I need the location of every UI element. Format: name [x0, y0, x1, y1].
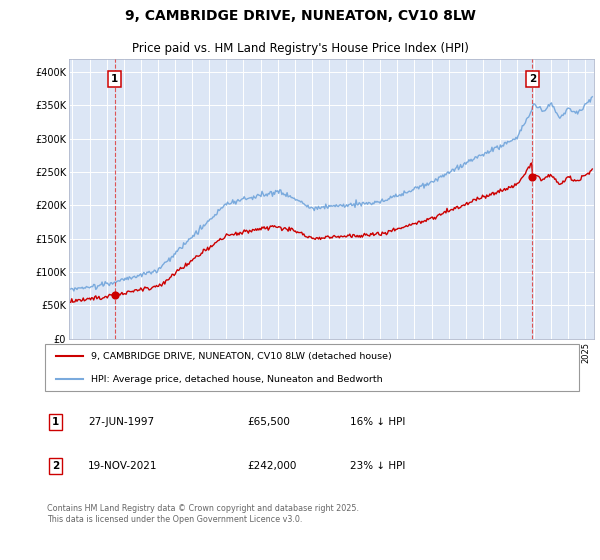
- Text: £65,500: £65,500: [247, 417, 290, 427]
- Point: [527, 173, 537, 182]
- Text: Contains HM Land Registry data © Crown copyright and database right 2025.
This d: Contains HM Land Registry data © Crown c…: [47, 505, 359, 524]
- Text: 2: 2: [52, 461, 59, 471]
- Text: 9, CAMBRIDGE DRIVE, NUNEATON, CV10 8LW (detached house): 9, CAMBRIDGE DRIVE, NUNEATON, CV10 8LW (…: [91, 352, 391, 361]
- Text: Price paid vs. HM Land Registry's House Price Index (HPI): Price paid vs. HM Land Registry's House …: [131, 41, 469, 55]
- Text: 9, CAMBRIDGE DRIVE, NUNEATON, CV10 8LW: 9, CAMBRIDGE DRIVE, NUNEATON, CV10 8LW: [125, 10, 475, 24]
- Text: 1: 1: [52, 417, 59, 427]
- Text: 19-NOV-2021: 19-NOV-2021: [88, 461, 157, 471]
- Text: 16% ↓ HPI: 16% ↓ HPI: [350, 417, 405, 427]
- Text: £242,000: £242,000: [247, 461, 296, 471]
- Point: [110, 291, 119, 300]
- Text: 2: 2: [529, 74, 536, 84]
- Text: 1: 1: [111, 74, 118, 84]
- Text: 23% ↓ HPI: 23% ↓ HPI: [350, 461, 405, 471]
- Text: HPI: Average price, detached house, Nuneaton and Bedworth: HPI: Average price, detached house, Nune…: [91, 375, 382, 384]
- Text: 27-JUN-1997: 27-JUN-1997: [88, 417, 154, 427]
- FancyBboxPatch shape: [45, 344, 580, 391]
